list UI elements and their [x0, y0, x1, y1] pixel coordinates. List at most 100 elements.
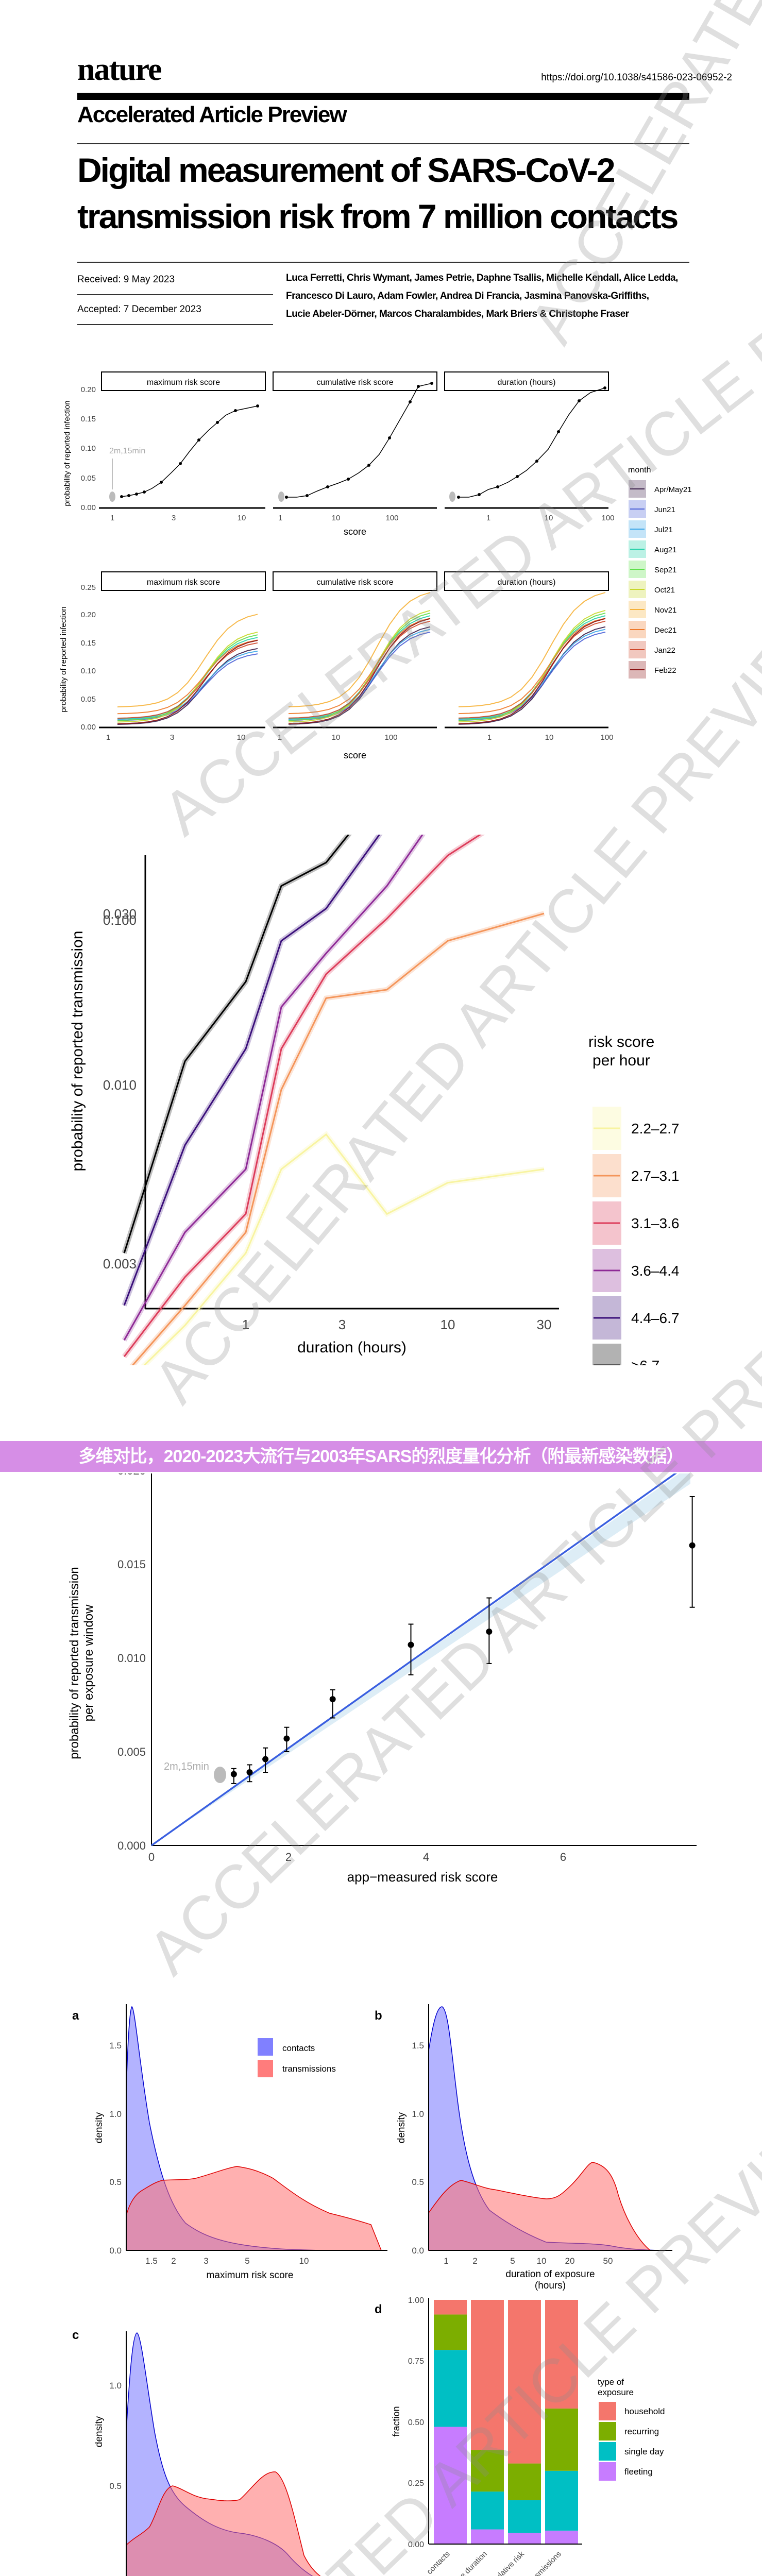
y-tick: 0.10: [81, 444, 96, 453]
x-tick: 3: [204, 2256, 208, 2266]
transmissions-density: [428, 2162, 652, 2251]
legend-label: Jul21: [654, 526, 673, 534]
y-tick: 0.00: [408, 2540, 424, 2549]
panel-a: a 0.0 0.5 1.0 1.5 1.5 2 3 5 10 maximum r…: [72, 2004, 387, 2281]
legend-label: transmissions: [282, 2064, 336, 2074]
x-tick: 100: [600, 733, 613, 742]
legend-title: type of: [598, 2377, 624, 2387]
x-tick: 20: [565, 2256, 575, 2266]
legend-label: Sep21: [654, 566, 676, 574]
bar-segment: [434, 2350, 467, 2427]
legend-label: Oct21: [654, 586, 675, 595]
y-tick: 0.00: [81, 723, 96, 732]
panel-label: d: [375, 2302, 382, 2316]
data-point: [283, 1735, 290, 1742]
legend-label: 3.6–4.4: [631, 1263, 679, 1279]
x-tick: 10: [299, 2256, 309, 2266]
y-tick: 0.15: [81, 639, 96, 648]
panel-label: c: [72, 2328, 79, 2342]
x-tick: 4: [423, 1851, 429, 1863]
facet-label: maximum risk score: [147, 578, 220, 587]
risk-score-legend: risk score per hour 2.2–2.7 2.7–3.1 3.1–3.…: [588, 1033, 679, 1365]
panel-label: a: [72, 2009, 79, 2023]
legend-label: contacts: [282, 2043, 315, 2053]
section-label: Accelerated Article Preview: [77, 102, 347, 127]
x-tick: 1.5: [145, 2256, 158, 2266]
y-tick: 0.000: [117, 1839, 146, 1852]
y-tick: 0.5: [109, 2177, 122, 2187]
legend-label: Jun21: [654, 505, 675, 514]
y-tick: 0.25: [81, 583, 96, 592]
bar-segment: [434, 2427, 467, 2544]
data-point: [486, 1629, 493, 1635]
bar-segment: [471, 2300, 504, 2450]
x-axis-title: score: [344, 750, 366, 760]
x-tick: 1: [106, 733, 110, 742]
y-tick: 0.0: [109, 2246, 122, 2256]
x-tick: 5: [510, 2256, 515, 2266]
y-axis-title: fraction: [391, 2406, 401, 2436]
bar-segment: [508, 2300, 541, 2464]
x-tick: 1: [278, 514, 282, 522]
x-tick: 100: [384, 733, 397, 742]
fig1-top-row: maximum risk score cumulative risk score…: [63, 371, 615, 537]
y-tick: 0.25: [408, 2479, 424, 2488]
transmissions-density: [126, 2471, 321, 2576]
legend-label: single day: [624, 2447, 664, 2456]
y-axis-title: per exposure window: [82, 1604, 96, 1721]
bar-segment: [508, 2533, 541, 2544]
facet-label: duration (hours): [498, 378, 556, 387]
article-title: Digital measurement of SARS-CoV-2 transm…: [77, 147, 696, 240]
x-tick: 30: [537, 1317, 552, 1332]
annotation-2m15min: 2m,15min: [164, 1761, 226, 1783]
author-list: Luca Ferretti, Chris Wymant, James Petri…: [286, 269, 688, 323]
x-tick: 50: [603, 2256, 613, 2266]
data-point: [408, 1641, 414, 1648]
annotation-2m15min: 2m,15min: [109, 447, 455, 502]
y-tick: 0.005: [117, 1745, 146, 1758]
figure-1: maximum risk score cumulative risk score…: [59, 371, 692, 760]
x-tick: cumulative risk: [484, 2549, 527, 2576]
bar-segment: [545, 2300, 578, 2409]
x-tick: 3: [172, 514, 176, 522]
bar-segment: [545, 2530, 578, 2544]
promo-banner[interactable]: 多维对比，2020-2023大流行与2003年SARS的烈度量化分析（附最新感染…: [0, 1441, 762, 1472]
data-point: [689, 1542, 696, 1549]
y-tick: 0.5: [412, 2177, 424, 2187]
bar-segment: [471, 2529, 504, 2544]
x-axis-title: duration of exposure: [505, 2269, 595, 2280]
x-tick: 10: [441, 1317, 455, 1332]
x-tick: 10: [545, 514, 553, 522]
y-tick: 0.010: [103, 1077, 137, 1093]
y-tick: 0.20: [81, 385, 96, 394]
x-tick: 10: [332, 733, 341, 742]
x-tick: 1: [487, 733, 492, 742]
facet-strip: [444, 571, 609, 591]
doi-link[interactable]: https://doi.org/10.1038/s41586-023-06952…: [541, 72, 732, 83]
bar-segment: [508, 2500, 541, 2533]
facet-strip: [273, 571, 437, 591]
legend-label: recurring: [624, 2427, 659, 2436]
x-tick: 0: [148, 1851, 155, 1863]
y-tick: 1.5: [109, 2041, 122, 2050]
x-axis-title: (hours): [535, 2280, 566, 2291]
x-tick: 2: [472, 2256, 477, 2266]
x-tick: 3: [170, 733, 174, 742]
x-tick: 5: [245, 2256, 249, 2266]
x-tick: 1: [110, 514, 114, 522]
bar-segment: [545, 2470, 578, 2531]
y-tick: 1.00: [408, 2296, 424, 2305]
fig1-bottom-row: maximum risk score cumulative risk score…: [59, 571, 614, 760]
legend-label: Aug21: [654, 546, 676, 554]
duration-curve: [459, 387, 605, 498]
legend-label: Feb22: [654, 666, 676, 675]
exposure-legend: type of exposure household recurring singl…: [598, 2377, 665, 2481]
x-tick: 2: [285, 1851, 292, 1863]
svg-text:2m,15min: 2m,15min: [164, 1761, 209, 1772]
legend-label: 2.7–3.1: [631, 1168, 679, 1184]
data-points: [230, 1496, 696, 1784]
x-axis-title: score: [344, 527, 366, 537]
y-axis-title: density: [94, 2416, 105, 2447]
legend-label: 2.2–2.7: [631, 1121, 679, 1137]
bar-segment: [471, 2492, 504, 2530]
